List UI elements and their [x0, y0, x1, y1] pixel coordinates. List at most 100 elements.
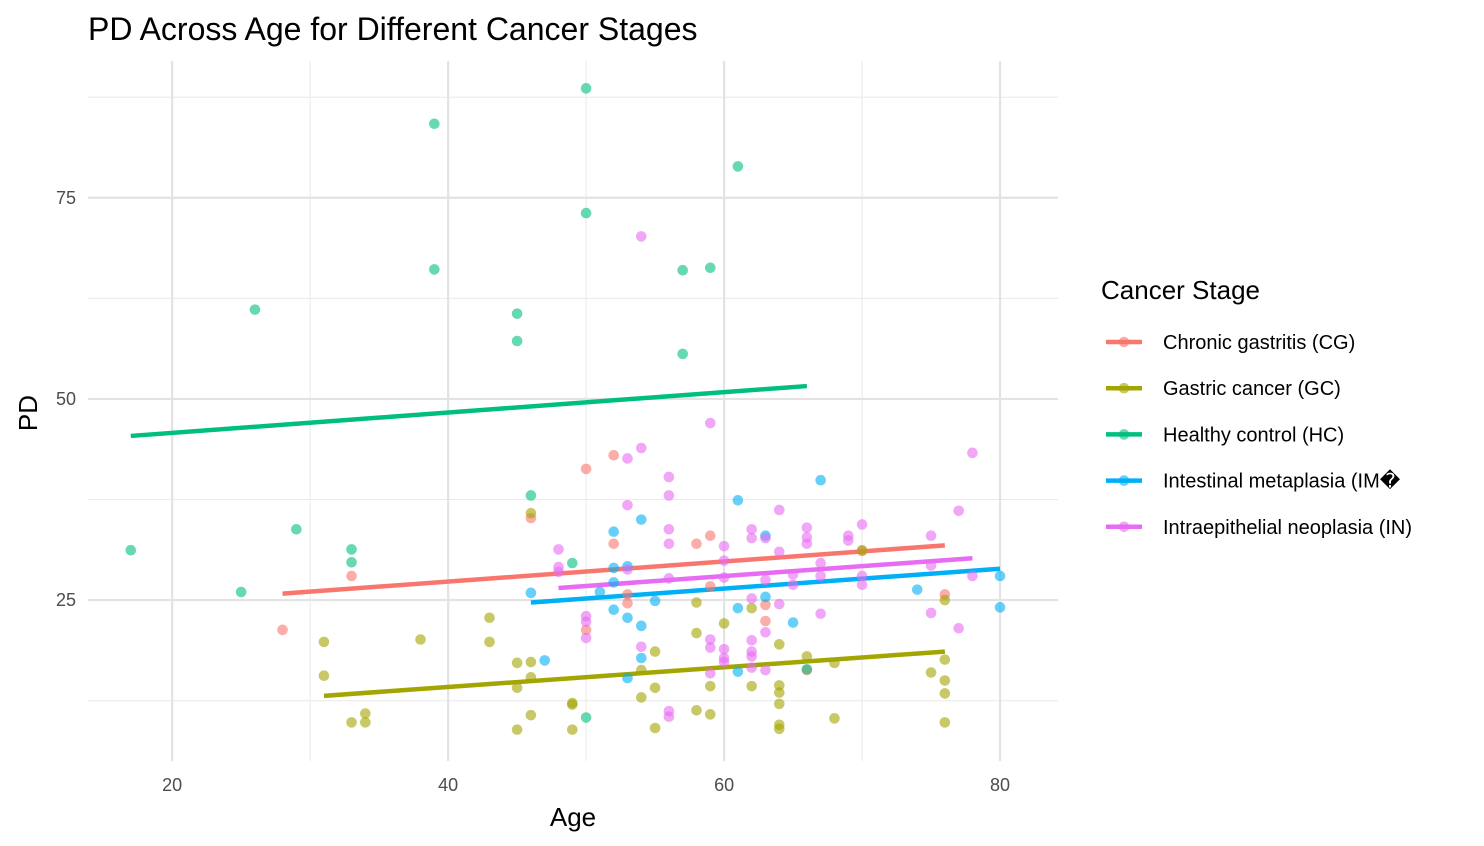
data-point [649, 682, 661, 694]
data-point [346, 717, 357, 728]
data-point [746, 523, 757, 535]
data-point [691, 597, 702, 608]
x-tick-label: 40 [438, 775, 458, 795]
data-point [967, 447, 978, 459]
data-point [760, 615, 771, 627]
data-point [746, 532, 757, 544]
data-point [346, 544, 357, 555]
data-point [125, 544, 137, 556]
data-point [622, 612, 633, 624]
data-point [704, 642, 716, 653]
data-point [967, 570, 978, 582]
data-point [580, 632, 592, 644]
data-point [732, 495, 744, 506]
data-point [773, 680, 785, 691]
data-point [994, 570, 1006, 582]
data-point [704, 530, 716, 542]
data-point [801, 522, 813, 533]
data-point [525, 490, 537, 501]
data-point [939, 594, 951, 606]
data-point [622, 453, 633, 464]
data-point [704, 417, 716, 429]
data-point [994, 602, 1006, 613]
data-point [856, 544, 868, 556]
data-point [539, 655, 551, 666]
data-point [553, 566, 564, 578]
data-point [718, 656, 730, 668]
data-point [718, 572, 730, 583]
y-tick-label: 25 [56, 590, 76, 610]
data-point [773, 723, 785, 735]
data-point [608, 562, 620, 574]
data-points [125, 83, 1006, 735]
data-point [704, 634, 716, 645]
data-point [415, 634, 426, 645]
data-point [429, 264, 440, 275]
data-point [760, 599, 771, 611]
trend-line [130, 383, 808, 439]
data-point [801, 663, 813, 675]
data-point [318, 670, 330, 682]
data-point [636, 620, 647, 632]
legend-label: Healthy control (HC) [1163, 424, 1344, 446]
data-point [291, 523, 302, 535]
data-point [580, 83, 592, 94]
data-point [801, 651, 813, 662]
data-point [829, 713, 840, 724]
data-point [525, 656, 537, 668]
data-point [732, 666, 744, 677]
data-point [622, 564, 633, 575]
data-point [663, 711, 675, 723]
data-point [939, 675, 951, 686]
data-point [567, 724, 578, 735]
data-point [925, 560, 937, 571]
data-point [691, 705, 702, 716]
data-point [346, 556, 357, 568]
data-point [760, 664, 771, 676]
data-point [704, 262, 716, 274]
legend-key-point [1118, 336, 1130, 348]
data-point [746, 651, 757, 662]
data-point [704, 709, 716, 720]
data-point [622, 499, 633, 511]
legend-key-point [1118, 382, 1130, 394]
data-point [636, 664, 647, 676]
data-point [663, 538, 675, 550]
data-point [732, 161, 744, 172]
data-point [580, 463, 592, 475]
data-point [746, 602, 757, 614]
data-point [580, 207, 592, 219]
data-point [925, 667, 937, 678]
data-point [649, 646, 661, 657]
data-point [608, 577, 620, 588]
data-point [525, 507, 537, 519]
data-point [608, 449, 620, 461]
data-point [580, 616, 592, 628]
data-point [235, 586, 247, 598]
x-axis-title: Age [550, 802, 596, 832]
y-tick-labels: 25 50 75 [56, 188, 76, 610]
data-point [953, 505, 964, 517]
data-point [939, 688, 951, 699]
data-point [718, 643, 730, 655]
data-point [773, 698, 785, 710]
data-point [511, 724, 523, 735]
data-point [773, 598, 785, 610]
data-point [718, 555, 730, 566]
data-point [760, 591, 771, 603]
data-point [815, 557, 826, 569]
legend-label: Intestinal metaplasia (IM� [1163, 469, 1401, 493]
data-point [911, 584, 923, 595]
data-point [939, 717, 951, 728]
data-point [511, 657, 523, 669]
data-point [760, 532, 771, 544]
data-point [511, 308, 523, 319]
data-point [484, 612, 495, 624]
data-point [939, 654, 951, 665]
data-point [746, 680, 757, 692]
data-point [594, 586, 606, 598]
data-point [746, 635, 757, 646]
data-point [856, 579, 868, 591]
data-point [663, 523, 675, 535]
data-point [511, 682, 523, 694]
